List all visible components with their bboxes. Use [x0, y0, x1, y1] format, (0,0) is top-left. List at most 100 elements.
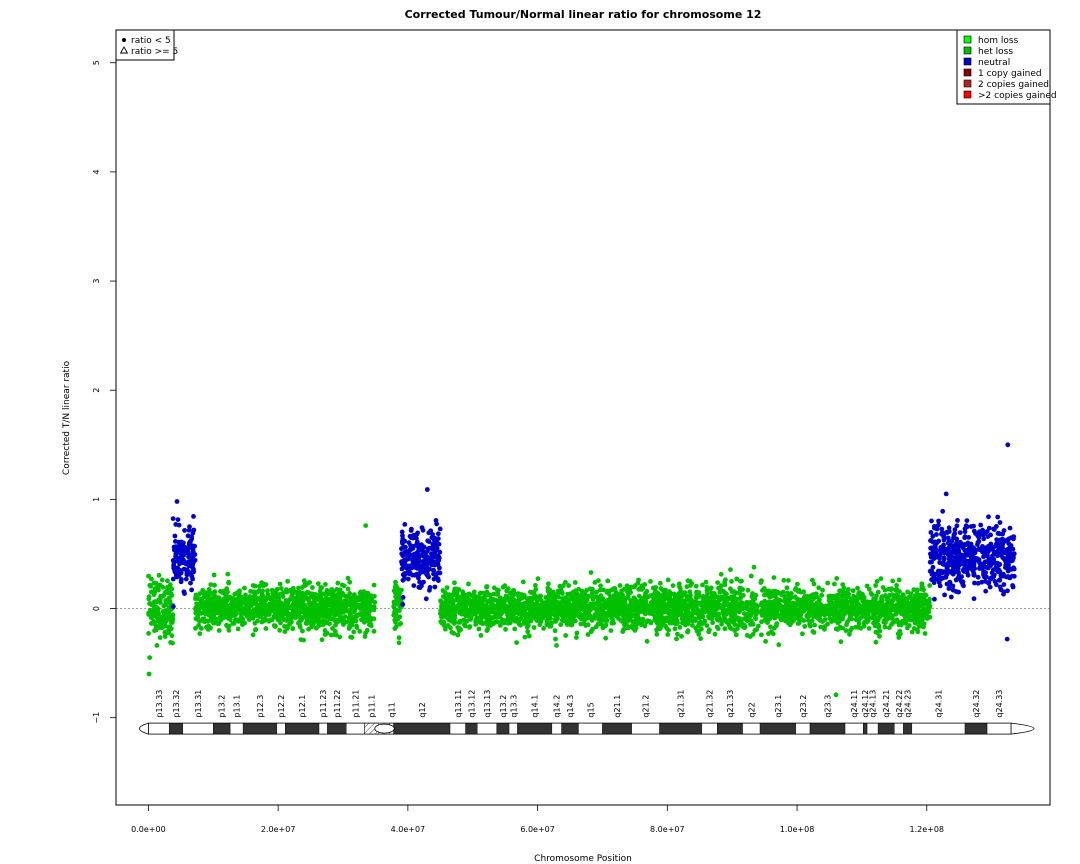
data-point [319, 637, 325, 643]
data-point [429, 535, 435, 540]
data-point [466, 581, 471, 587]
data-point [184, 572, 190, 578]
data-point [891, 619, 897, 624]
data-point [1005, 588, 1010, 594]
data-point [444, 608, 450, 614]
data-point [670, 583, 676, 588]
data-point [487, 606, 493, 612]
data-point [348, 634, 354, 640]
data-point [318, 593, 324, 599]
data-point [546, 593, 552, 599]
data-point [904, 600, 910, 606]
data-point [739, 600, 745, 606]
data-point [190, 560, 196, 566]
data-point [209, 608, 215, 614]
data-point [636, 610, 641, 616]
data-point [941, 555, 947, 561]
data-point [301, 604, 307, 610]
data-point [362, 634, 368, 639]
data-point [657, 620, 663, 626]
data-point [396, 640, 402, 646]
data-point [894, 583, 899, 588]
data-point [677, 584, 682, 590]
data-point [841, 585, 847, 591]
data-point [709, 601, 715, 607]
data-point [720, 610, 725, 616]
data-point [640, 616, 646, 622]
data-point [696, 631, 702, 637]
data-point [310, 606, 316, 612]
data-point [976, 559, 982, 565]
data-point [215, 601, 221, 606]
data-point [205, 596, 211, 602]
data-point [560, 610, 566, 616]
data-point [153, 599, 159, 605]
data-point [722, 579, 728, 585]
data-point [685, 578, 691, 584]
data-point [283, 604, 289, 610]
data-point [277, 581, 283, 587]
data-point [906, 623, 912, 628]
data-point [1011, 536, 1016, 542]
data-point [300, 628, 305, 634]
data-point [512, 626, 518, 632]
data-point [806, 618, 811, 623]
data-point [405, 563, 411, 569]
data-point [873, 639, 879, 645]
data-point [333, 622, 338, 628]
data-point [785, 620, 791, 626]
data-point [543, 610, 548, 616]
data-point [665, 632, 671, 637]
data-point [510, 607, 516, 613]
data-point [734, 602, 740, 608]
data-point [944, 529, 949, 535]
data-point [843, 628, 849, 634]
data-point [581, 620, 587, 626]
data-point [587, 613, 593, 619]
data-point [750, 591, 755, 596]
data-point [282, 624, 287, 629]
data-point [337, 634, 343, 640]
data-point [416, 552, 422, 558]
data-point [191, 527, 197, 533]
data-point [406, 540, 412, 546]
data-point [232, 597, 238, 602]
data-point [556, 600, 562, 605]
data-point [592, 601, 598, 607]
data-point [291, 607, 297, 612]
data-point [226, 627, 232, 633]
data-point [809, 618, 815, 624]
data-point [461, 610, 467, 616]
data-point [665, 577, 671, 583]
data-point [366, 613, 372, 619]
data-point [716, 585, 721, 591]
data-point [499, 598, 505, 604]
data-point [216, 620, 222, 625]
data-point [405, 576, 411, 582]
data-point [400, 602, 406, 607]
data-point [785, 590, 790, 596]
data-point [397, 621, 403, 627]
data-point [693, 618, 698, 623]
data-point [165, 584, 171, 590]
data-point [415, 557, 421, 563]
data-point [685, 629, 690, 635]
data-point [925, 616, 930, 621]
data-point [832, 581, 837, 587]
data-point [657, 607, 663, 612]
data-point [325, 613, 331, 618]
data-point [149, 609, 154, 615]
data-point [170, 576, 176, 582]
data-point [762, 613, 767, 618]
data-point [566, 609, 572, 615]
data-point [873, 621, 879, 627]
data-point [479, 607, 484, 613]
data-point [486, 610, 491, 616]
data-point [181, 540, 186, 546]
data-point [419, 542, 424, 547]
data-point [558, 605, 563, 611]
data-point [574, 630, 580, 636]
data-point [867, 599, 872, 605]
data-point [185, 568, 190, 573]
data-point [975, 574, 981, 580]
